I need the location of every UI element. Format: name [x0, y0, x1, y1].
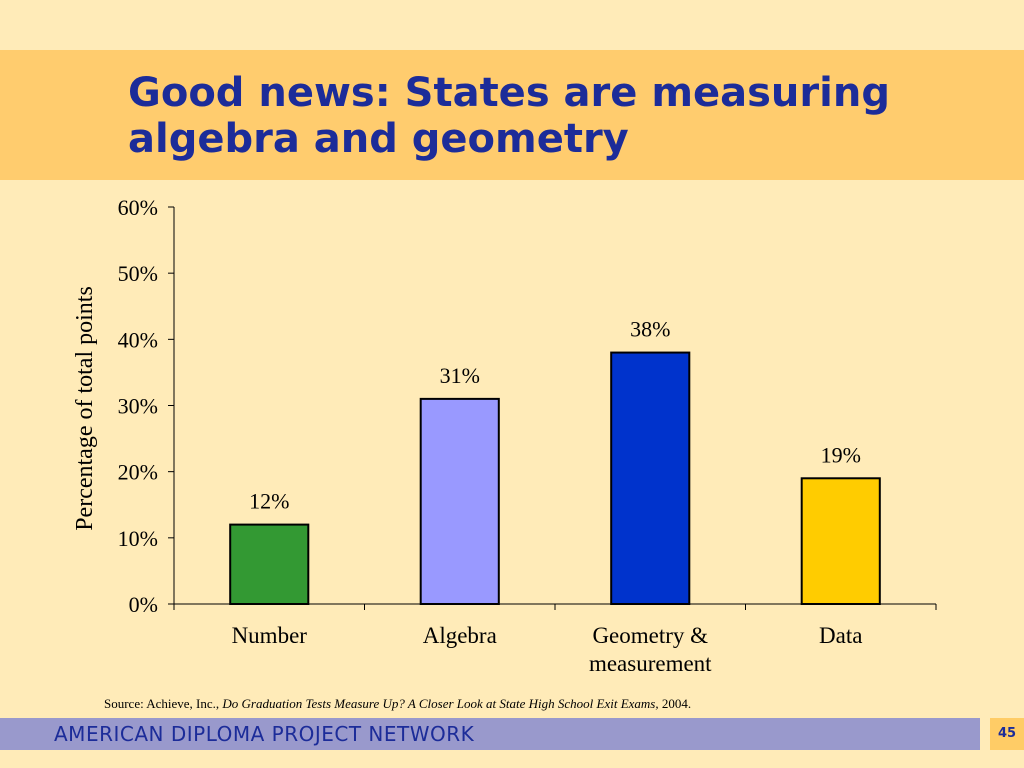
source-suffix: 2004.	[658, 696, 692, 711]
page-number: 45	[990, 718, 1024, 750]
y-tick-label: 50%	[118, 261, 158, 286]
data-label: 31%	[440, 363, 480, 388]
y-tick-label: 20%	[118, 460, 158, 485]
category-label: Geometry &	[592, 623, 708, 648]
bar-3	[800, 477, 881, 605]
y-axis-label: Percentage of total points	[72, 286, 98, 531]
bar-chart: 0% 10% 20% 30% 40% 50% 60% Percentage of total …	[72, 195, 937, 676]
y-tick-label: 60%	[118, 195, 158, 220]
bar-1	[419, 397, 500, 605]
category-label: Number	[232, 623, 308, 648]
category-label: measurement	[589, 651, 712, 676]
slide-title: Good news: States are measuring algebra …	[128, 70, 890, 162]
category-label: Algebra	[423, 623, 497, 648]
bar-0	[229, 523, 310, 605]
data-label: 12%	[249, 489, 289, 514]
source-note: Source: Achieve, Inc., Do Graduation Tes…	[104, 696, 984, 712]
source-prefix: Source: Achieve, Inc.,	[104, 696, 223, 711]
data-label: 19%	[821, 442, 861, 467]
data-label: 38%	[630, 317, 670, 342]
footer-text: AMERICAN DIPLOMA PROJECT NETWORK	[54, 722, 475, 746]
y-tick-label: 30%	[118, 394, 158, 419]
y-tick-label: 40%	[118, 327, 158, 352]
y-tick-label: 0%	[129, 592, 158, 617]
bar-2	[610, 351, 691, 606]
title-band	[0, 50, 1024, 180]
category-label: Data	[819, 623, 862, 648]
y-tick-label: 10%	[118, 526, 158, 551]
footer-band	[0, 718, 980, 750]
source-title: Do Graduation Tests Measure Up? A Closer…	[222, 696, 659, 711]
